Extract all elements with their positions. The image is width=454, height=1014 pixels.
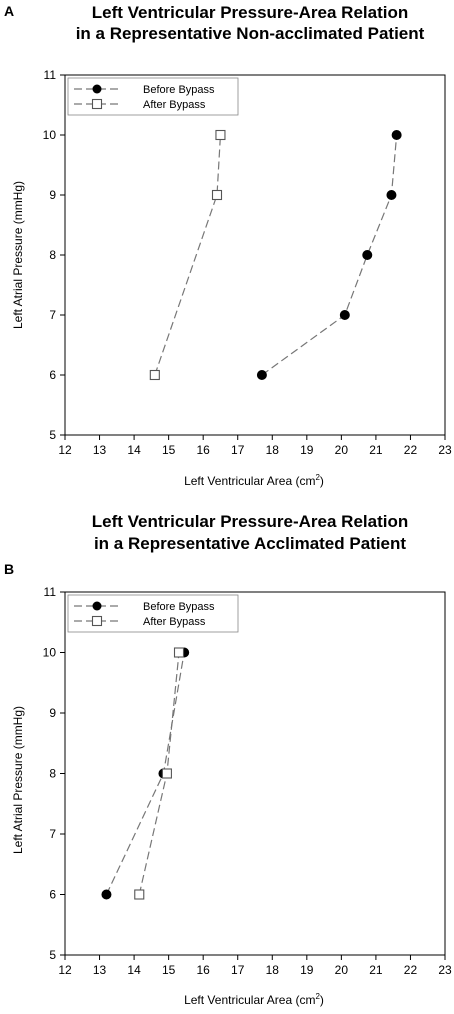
- panel-a-plot: 12 13 14 15 16 17 18 19 20 21 22 23 5 6 7 8 9 10 11 Before …: [43, 68, 452, 457]
- panel-b-series-1-line: [105, 652, 185, 895]
- panel-b-ytick-label: 10: [43, 646, 57, 660]
- panel-a-ytick-label: 8: [49, 248, 56, 262]
- panel-a-title-line2: in a Representative Non-acclimated Patie…: [76, 24, 425, 43]
- panel-b-xtick-label: 14: [127, 963, 141, 977]
- panel-a-after-bypass-point: [211, 189, 223, 201]
- panel-a-xtick-label: 13: [93, 443, 107, 457]
- panel-a-before-bypass-point: [391, 130, 402, 140]
- panel-b-xtick-label: 19: [300, 963, 314, 977]
- panel-a-after-bypass-point: [215, 129, 226, 141]
- panel-b-before-bypass-point: [101, 889, 112, 900]
- panel-b-xtick-label: 17: [231, 963, 245, 977]
- panel-b-legend-marker-before: [92, 601, 102, 611]
- panel-a-xtick-label: 19: [300, 443, 314, 457]
- panel-a-xtick-label: 17: [231, 443, 245, 457]
- panel-b-title-line1: Left Ventricular Pressure-Area Relation: [92, 512, 409, 531]
- panel-a-ytick-label: 6: [49, 368, 56, 382]
- panel-b-xlabel: Left Ventricular Area (cm2): [184, 992, 324, 1007]
- panel-a-xtick-label: 20: [335, 443, 349, 457]
- panel-b-plot: 12 13 14 15 16 17 18 19 20 21 22 23 5 6 7 8 9 10 11 Before …: [43, 585, 452, 977]
- panel-a-ytick-label: 9: [49, 188, 56, 202]
- panel-b-after-bypass-point: [134, 889, 145, 900]
- panel-b-xtick-label: 12: [58, 963, 72, 977]
- panel-a-xtick-label: 15: [162, 443, 176, 457]
- panel-a-ytick-label: 5: [49, 428, 56, 442]
- panel-b-letter: B: [4, 561, 14, 577]
- panel-a-xtick-label: 21: [369, 443, 383, 457]
- panel-b-after-bypass-point: [161, 768, 172, 779]
- panel-b-ytick-label: 7: [49, 827, 56, 841]
- panel-b-ylabel: Left Atrial Pressure (mmHg): [11, 706, 25, 854]
- panel-b-xtick-label: 23: [438, 963, 452, 977]
- panel-b-xtick-label: 13: [93, 963, 107, 977]
- panel-b-legend-label-1: Before Bypass: [143, 601, 215, 613]
- panel-a-xtick-label: 12: [58, 443, 72, 457]
- panel-a-ytick-label: 10: [43, 128, 57, 142]
- panel-b-ytick-label: 6: [49, 888, 56, 902]
- panel-a-before-bypass-point: [386, 190, 397, 200]
- panel-b-xtick-label: 20: [335, 963, 349, 977]
- panel-b-ytick-label: 11: [44, 585, 57, 599]
- panel-a-title-line1: Left Ventricular Pressure-Area Relation: [92, 3, 409, 22]
- panel-b-legend-label-2: After Bypass: [143, 616, 206, 628]
- panel-b-after-bypass-point: [173, 647, 185, 658]
- panel-a-series-1-line: [261, 134, 398, 376]
- panel-a-legend-label-2: After Bypass: [143, 99, 206, 111]
- panel-a-legend-marker-before: [92, 84, 102, 94]
- panel-a-xtick-label: 18: [266, 443, 280, 457]
- panel-b-plot-frame: [64, 591, 446, 956]
- panel-a-legend-marker-after: [91, 98, 103, 110]
- panel-a-ytick-label: 11: [44, 68, 57, 82]
- panel-b-xtick-label: 22: [404, 963, 418, 977]
- panel-a-letter: A: [4, 3, 14, 19]
- panel-a-xlabel: Left Ventricular Area (cm2): [184, 473, 324, 488]
- panel-a-before-bypass-point: [362, 250, 373, 260]
- panel-b-xtick-label: 18: [266, 963, 280, 977]
- panel-a-legend-label-1: Before Bypass: [143, 84, 215, 96]
- panel-a-xtick-label: 22: [404, 443, 418, 457]
- panel-a-before-bypass-point: [339, 310, 350, 320]
- panel-b-title-line2: in a Representative Acclimated Patient: [94, 534, 406, 553]
- panel-b-xtick-label: 16: [197, 963, 211, 977]
- panel-b-legend-marker-after: [91, 615, 103, 627]
- panel-b-ytick-label: 8: [49, 767, 56, 781]
- panel-a-ylabel: Left Atrial Pressure (mmHg): [11, 181, 25, 329]
- panel-b-ytick-label: 5: [49, 948, 56, 962]
- panel-b-xtick-label: 21: [369, 963, 383, 977]
- panel-b-ytick-label: 9: [49, 706, 56, 720]
- panel-a-xtick-label: 16: [197, 443, 211, 457]
- panel-a-before-bypass-point: [256, 370, 267, 380]
- panel-b-xtick-label: 15: [162, 963, 176, 977]
- panel-a-xtick-label: 14: [127, 443, 141, 457]
- panel-a-ytick-label: 7: [49, 308, 56, 322]
- panel-a-after-bypass-point: [149, 369, 160, 381]
- panel-a-plot-frame: [64, 74, 446, 436]
- panel-a-series-2-line: [154, 134, 222, 376]
- panel-a-xtick-label: 23: [438, 443, 452, 457]
